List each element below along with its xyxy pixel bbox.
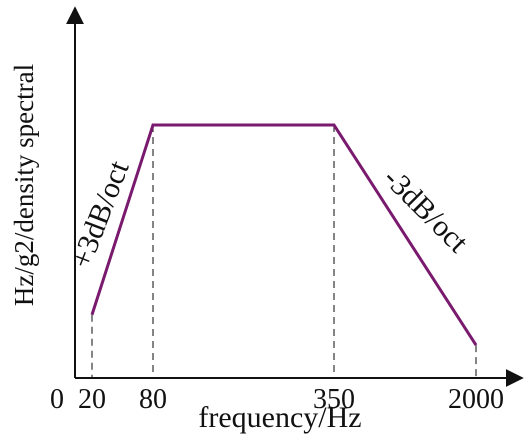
x-tick-label-2000: 2000 [448,384,504,415]
x-tick-label-20: 20 [78,384,106,415]
y-axis-label: Hz/g2/density spectral [9,64,39,306]
x-tick-label-350: 350 [313,384,355,415]
x-axis-label: frequency/Hz [198,401,361,434]
annotation-fall: -3dB/oct [377,161,475,259]
series-line [90,123,478,346]
x-tick-label-80: 80 [139,384,167,415]
dashed-guides [91,125,477,378]
data-points [92,125,476,345]
origin-label: 0 [50,384,64,415]
x-tick-labels: 20 80 350 2000 [78,384,504,415]
